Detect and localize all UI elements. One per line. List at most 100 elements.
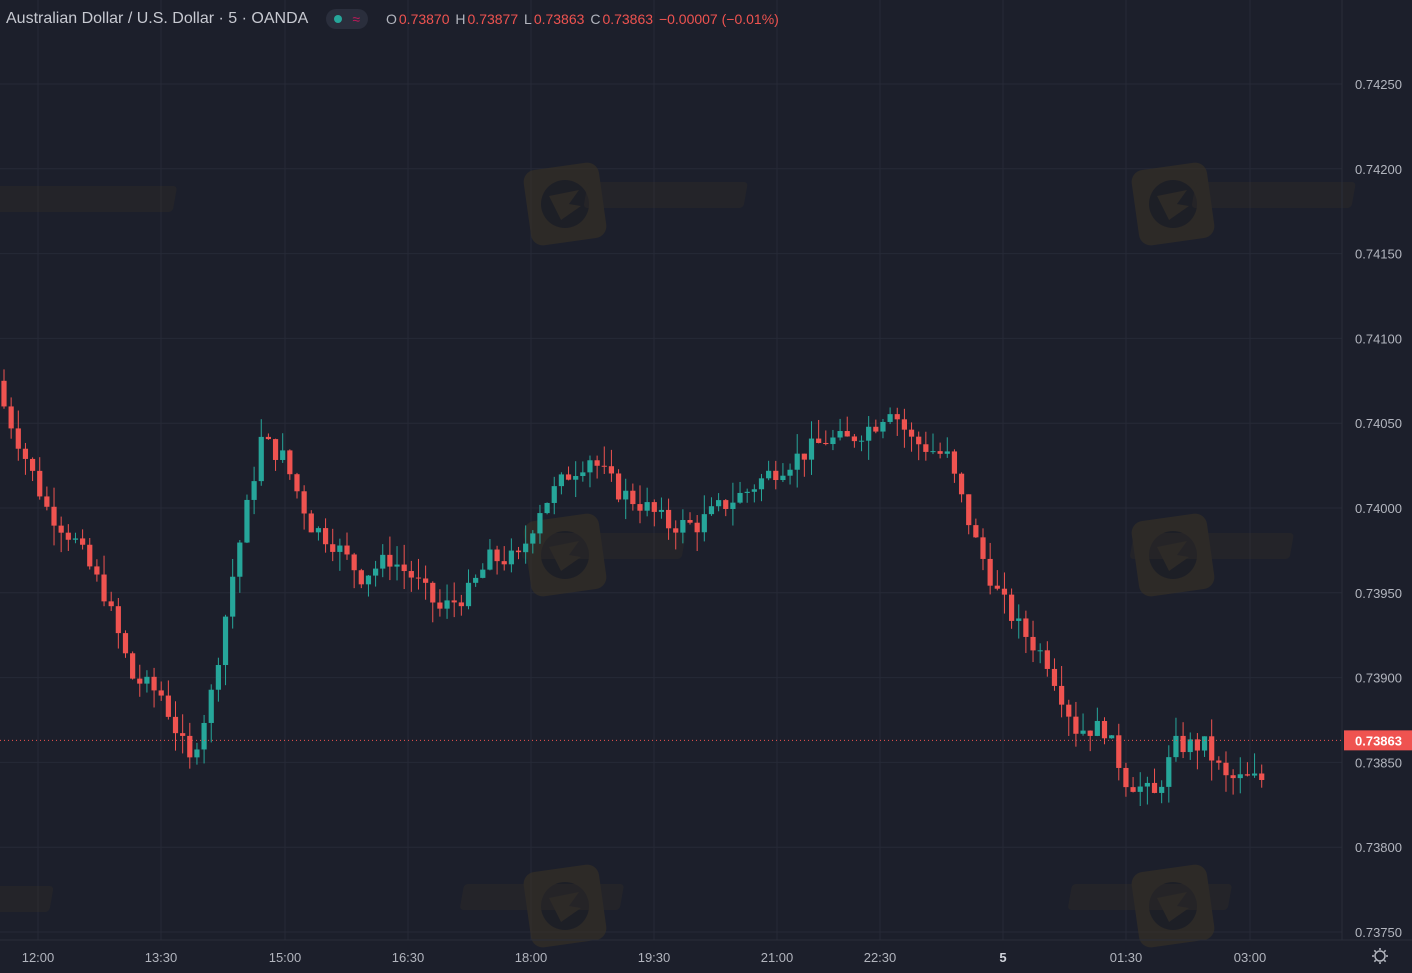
candle[interactable] — [451, 582, 457, 618]
candle[interactable] — [823, 430, 829, 446]
candle[interactable] — [873, 419, 879, 434]
candle[interactable] — [408, 560, 414, 592]
candle[interactable] — [673, 520, 679, 550]
candle[interactable] — [501, 546, 507, 571]
candle[interactable] — [887, 407, 893, 425]
candle[interactable] — [1066, 699, 1072, 736]
candle[interactable] — [901, 408, 908, 448]
candle[interactable] — [287, 449, 293, 480]
candle[interactable] — [430, 581, 436, 623]
candle[interactable] — [637, 485, 643, 524]
candle[interactable] — [172, 701, 179, 751]
candle[interactable] — [1016, 604, 1022, 639]
candle[interactable] — [344, 532, 350, 560]
candle[interactable] — [301, 485, 307, 530]
candle[interactable] — [1230, 769, 1236, 795]
candle[interactable] — [773, 460, 779, 490]
candle[interactable] — [1151, 768, 1158, 794]
candle[interactable] — [716, 493, 722, 512]
candle[interactable] — [830, 429, 836, 451]
candle[interactable] — [1030, 620, 1036, 663]
candle[interactable] — [1023, 610, 1029, 654]
candle[interactable] — [551, 476, 557, 515]
candle[interactable] — [44, 486, 50, 511]
candle[interactable] — [665, 498, 672, 540]
candle[interactable] — [594, 455, 600, 479]
candle[interactable] — [894, 407, 900, 436]
candle[interactable] — [58, 516, 64, 553]
price-axis[interactable]: 0.74250 0.74200 0.74150 0.74100 0.74050 0.740… — [1341, 0, 1402, 940]
candle[interactable] — [801, 453, 807, 477]
candle[interactable] — [1159, 780, 1165, 804]
candle[interactable] — [916, 431, 922, 461]
candle[interactable] — [251, 466, 257, 515]
candle[interactable] — [937, 442, 943, 459]
candle[interactable] — [580, 461, 586, 482]
candle[interactable] — [51, 487, 57, 546]
candle[interactable] — [944, 437, 950, 458]
candle[interactable] — [966, 494, 972, 535]
candle[interactable] — [1223, 751, 1229, 792]
candle[interactable] — [751, 484, 757, 503]
candle[interactable] — [1180, 722, 1186, 759]
candle[interactable] — [1173, 717, 1179, 762]
candle[interactable] — [1251, 753, 1258, 778]
candle[interactable] — [437, 589, 443, 617]
candle[interactable] — [208, 684, 214, 743]
candle[interactable] — [844, 416, 850, 437]
candle[interactable] — [994, 570, 1000, 591]
candle[interactable] — [1237, 757, 1243, 794]
candle[interactable] — [87, 538, 93, 570]
candle[interactable] — [1123, 762, 1129, 797]
candle[interactable] — [230, 558, 236, 629]
candle[interactable] — [573, 461, 579, 498]
candle[interactable] — [280, 433, 286, 463]
candle[interactable] — [487, 539, 493, 571]
candle[interactable] — [851, 433, 857, 448]
candle[interactable] — [630, 483, 636, 511]
candle[interactable] — [1209, 719, 1215, 781]
candle[interactable] — [1059, 666, 1065, 718]
candle[interactable] — [1194, 733, 1200, 770]
candle[interactable] — [29, 457, 36, 482]
candle[interactable] — [201, 714, 207, 764]
candle[interactable] — [1008, 588, 1015, 629]
candle[interactable] — [766, 460, 772, 481]
candle[interactable] — [15, 410, 21, 461]
candle[interactable] — [644, 487, 650, 517]
candle[interactable] — [380, 544, 386, 578]
candle[interactable] — [101, 555, 107, 607]
candle[interactable] — [708, 497, 715, 516]
candle[interactable] — [787, 463, 793, 485]
candle[interactable] — [1244, 762, 1251, 777]
candle[interactable] — [1037, 643, 1043, 664]
candle[interactable] — [923, 431, 929, 461]
candle[interactable] — [322, 518, 329, 553]
candle[interactable] — [1101, 717, 1108, 745]
candle[interactable] — [258, 419, 264, 486]
symbol-title[interactable]: Australian Dollar / U.S. Dollar · 5 · OA… — [6, 10, 309, 27]
candle[interactable] — [165, 680, 171, 720]
candle[interactable] — [515, 546, 522, 560]
candle[interactable] — [866, 416, 872, 460]
candle[interactable] — [1259, 764, 1265, 788]
candle[interactable] — [701, 495, 707, 542]
candle[interactable] — [465, 569, 472, 610]
candle[interactable] — [858, 435, 865, 452]
candle[interactable] — [37, 457, 43, 500]
candle[interactable] — [315, 526, 322, 541]
candle[interactable] — [780, 463, 786, 483]
candle[interactable] — [565, 466, 572, 481]
candle[interactable] — [694, 515, 700, 552]
candle[interactable] — [480, 563, 486, 579]
candle[interactable] — [544, 502, 550, 515]
candle[interactable] — [423, 565, 429, 600]
candle[interactable] — [8, 397, 14, 439]
candle[interactable] — [1109, 735, 1115, 739]
candle[interactable] — [880, 418, 886, 439]
candle[interactable] — [658, 497, 665, 519]
candle[interactable] — [930, 433, 936, 455]
candle[interactable] — [358, 568, 364, 589]
candle[interactable] — [72, 532, 79, 544]
